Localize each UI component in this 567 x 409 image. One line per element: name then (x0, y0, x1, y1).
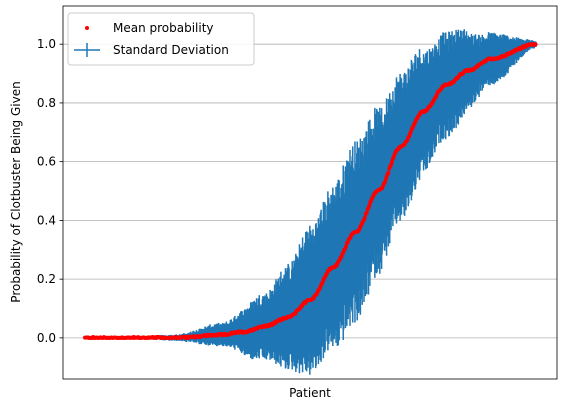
legend-box (67, 12, 255, 66)
y-tick-label: 0.0 (37, 331, 56, 345)
mean-point (339, 255, 344, 260)
mean-point (362, 215, 367, 220)
mean-point (367, 203, 372, 208)
standard-deviation-series (84, 29, 537, 375)
legend-mean-marker (85, 26, 89, 30)
y-axis-label: Probability of Clotbuster Being Given (9, 81, 23, 302)
legend-label-mean: Mean probability (113, 21, 214, 35)
mean-probability-series (83, 42, 538, 340)
mean-point (343, 244, 348, 249)
y-tick-label: 1.0 (37, 37, 56, 51)
mean-point (389, 162, 394, 167)
y-tick-label: 0.4 (37, 213, 56, 227)
mean-point (364, 210, 369, 215)
y-tick-label: 0.8 (37, 96, 56, 110)
y-tick-label: 0.6 (37, 155, 56, 169)
legend: Mean probability Standard Deviation (67, 12, 255, 66)
mean-point (386, 170, 391, 175)
mean-point (533, 42, 538, 47)
y-tick-label: 0.2 (37, 272, 56, 286)
axes-frame (62, 5, 558, 380)
y-axis-ticks: 0.0 0.2 0.4 0.6 0.8 1.0 (37, 37, 63, 345)
x-axis-label: Patient (289, 386, 331, 400)
mean-point (389, 159, 394, 164)
legend-label-std: Standard Deviation (113, 43, 229, 57)
